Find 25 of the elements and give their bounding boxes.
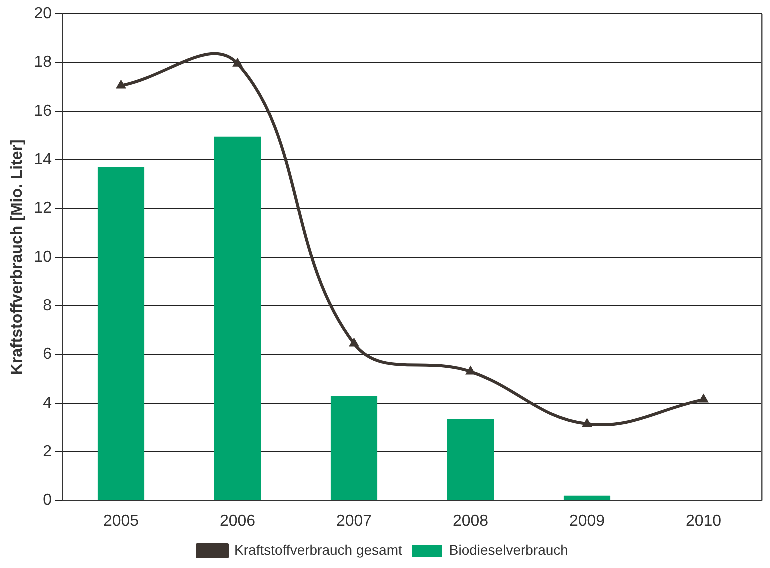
- x-tick-label: 2010: [686, 512, 722, 530]
- y-tick-label: 0: [43, 492, 52, 510]
- y-tick-label: 20: [34, 5, 52, 22]
- x-tick-label: 2005: [103, 512, 140, 530]
- y-tick-label: 8: [43, 297, 52, 314]
- y-tick-label: 4: [43, 394, 52, 412]
- y-tick-label: 12: [34, 200, 52, 218]
- y-tick-label: 16: [34, 102, 52, 120]
- x-tick-label: 2006: [220, 512, 256, 530]
- x-tick-label: 2007: [336, 512, 372, 530]
- x-tick-label: 2009: [569, 512, 606, 530]
- y-axis-title: Kraftstoffverbrauch [Mio. Liter]: [9, 140, 26, 376]
- legend-label: Kraftstoffverbrauch gesamt: [234, 542, 402, 558]
- y-tick-label: 14: [34, 151, 52, 168]
- bar: [564, 496, 611, 500]
- bar: [98, 167, 145, 500]
- bar: [214, 136, 262, 500]
- y-tick-label: 2: [43, 444, 52, 461]
- y-tick-label: 18: [34, 54, 52, 72]
- y-tick-label: 6: [43, 346, 52, 364]
- bar: [330, 396, 378, 500]
- legend-label: Biodieselverbrauch: [449, 542, 568, 558]
- x-tick-label: 2008: [452, 512, 489, 530]
- bar: [447, 419, 494, 500]
- y-tick-label: 10: [34, 248, 52, 266]
